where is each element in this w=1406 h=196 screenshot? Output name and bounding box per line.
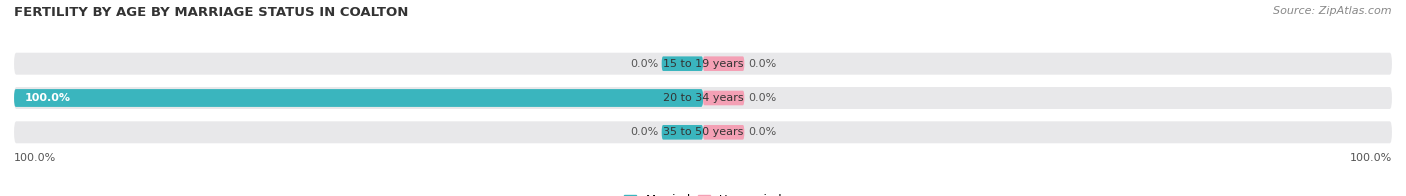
FancyBboxPatch shape: [703, 91, 744, 105]
Text: FERTILITY BY AGE BY MARRIAGE STATUS IN COALTON: FERTILITY BY AGE BY MARRIAGE STATUS IN C…: [14, 6, 408, 19]
Text: 20 to 34 years: 20 to 34 years: [655, 93, 751, 103]
FancyBboxPatch shape: [662, 56, 703, 71]
Text: Source: ZipAtlas.com: Source: ZipAtlas.com: [1274, 6, 1392, 16]
FancyBboxPatch shape: [14, 89, 703, 107]
FancyBboxPatch shape: [703, 56, 744, 71]
FancyBboxPatch shape: [14, 53, 1392, 75]
Text: 100.0%: 100.0%: [14, 153, 56, 163]
Text: 35 to 50 years: 35 to 50 years: [655, 127, 751, 137]
Text: 0.0%: 0.0%: [630, 127, 658, 137]
Text: 100.0%: 100.0%: [24, 93, 70, 103]
Text: 15 to 19 years: 15 to 19 years: [655, 59, 751, 69]
FancyBboxPatch shape: [662, 125, 703, 140]
FancyBboxPatch shape: [14, 87, 1392, 109]
Text: 0.0%: 0.0%: [630, 59, 658, 69]
Text: 0.0%: 0.0%: [748, 93, 776, 103]
Text: 0.0%: 0.0%: [748, 59, 776, 69]
FancyBboxPatch shape: [14, 121, 1392, 143]
FancyBboxPatch shape: [703, 125, 744, 140]
Text: 100.0%: 100.0%: [1350, 153, 1392, 163]
Legend: Married, Unmarried: Married, Unmarried: [624, 194, 782, 196]
Text: 0.0%: 0.0%: [748, 127, 776, 137]
FancyBboxPatch shape: [662, 91, 703, 105]
